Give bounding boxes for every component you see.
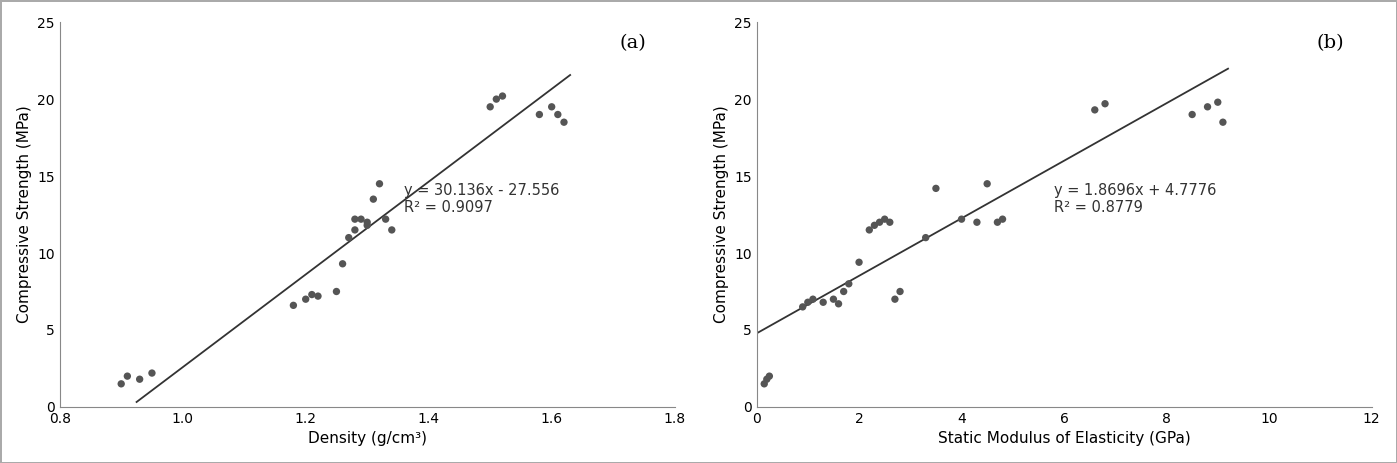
Point (863, 222, 886, 229)
Point (992, 215, 1014, 223)
Text: y = 1.8696x + 4.7776
R² = 0.8779: y = 1.8696x + 4.7776 R² = 0.8779 (1053, 183, 1217, 215)
Point (869, 219, 891, 226)
Point (528, 111, 550, 118)
Point (369, 180, 391, 188)
Point (129, 375, 151, 383)
Point (356, 222, 379, 229)
Point (295, 295, 317, 303)
Point (326, 288, 348, 295)
Point (1196, 103, 1218, 111)
Point (1211, 119, 1234, 126)
Point (362, 195, 384, 203)
Point (1094, 100, 1116, 107)
Point (110, 380, 133, 388)
Point (1207, 99, 1229, 106)
Point (812, 299, 834, 306)
Point (977, 180, 999, 188)
Text: y = 30.136x - 27.556
R² = 0.9097: y = 30.136x - 27.556 R² = 0.9097 (404, 183, 559, 215)
X-axis label: Density (g/cm³): Density (g/cm³) (307, 432, 426, 446)
Point (950, 215, 972, 223)
Point (356, 219, 379, 226)
Point (848, 258, 870, 266)
Point (374, 215, 397, 223)
Point (756, 375, 778, 383)
Point (858, 226, 880, 234)
Point (380, 226, 402, 234)
Point (282, 301, 305, 309)
Point (307, 293, 330, 300)
Point (300, 291, 323, 298)
Point (823, 295, 845, 303)
Point (802, 295, 824, 303)
Point (1180, 111, 1203, 118)
Point (344, 215, 366, 223)
Point (116, 372, 138, 380)
Text: (a): (a) (619, 34, 645, 52)
Y-axis label: Compressive Strength (MPa): Compressive Strength (MPa) (714, 106, 728, 324)
Point (759, 372, 781, 380)
X-axis label: Static Modulus of Elasticity (GPa): Static Modulus of Elasticity (GPa) (937, 432, 1190, 446)
Point (331, 260, 353, 268)
Point (753, 380, 775, 388)
Point (827, 300, 849, 307)
Point (141, 369, 163, 377)
Point (833, 288, 855, 295)
Point (915, 234, 937, 241)
Point (965, 219, 988, 226)
Point (541, 103, 563, 111)
Text: (b): (b) (1316, 34, 1344, 52)
Point (792, 303, 814, 311)
Point (925, 185, 947, 192)
Point (1084, 106, 1106, 113)
Point (879, 219, 901, 226)
Point (884, 295, 907, 303)
Point (344, 226, 366, 234)
Point (485, 95, 507, 103)
Point (838, 280, 861, 288)
Point (796, 299, 819, 306)
Y-axis label: Compressive Strength (MPa): Compressive Strength (MPa) (17, 106, 32, 324)
Point (349, 215, 372, 223)
Point (888, 288, 911, 295)
Point (338, 234, 360, 241)
Point (546, 111, 569, 118)
Point (479, 103, 502, 111)
Point (986, 219, 1009, 226)
Point (873, 215, 895, 223)
Point (553, 119, 576, 126)
Point (492, 92, 514, 100)
